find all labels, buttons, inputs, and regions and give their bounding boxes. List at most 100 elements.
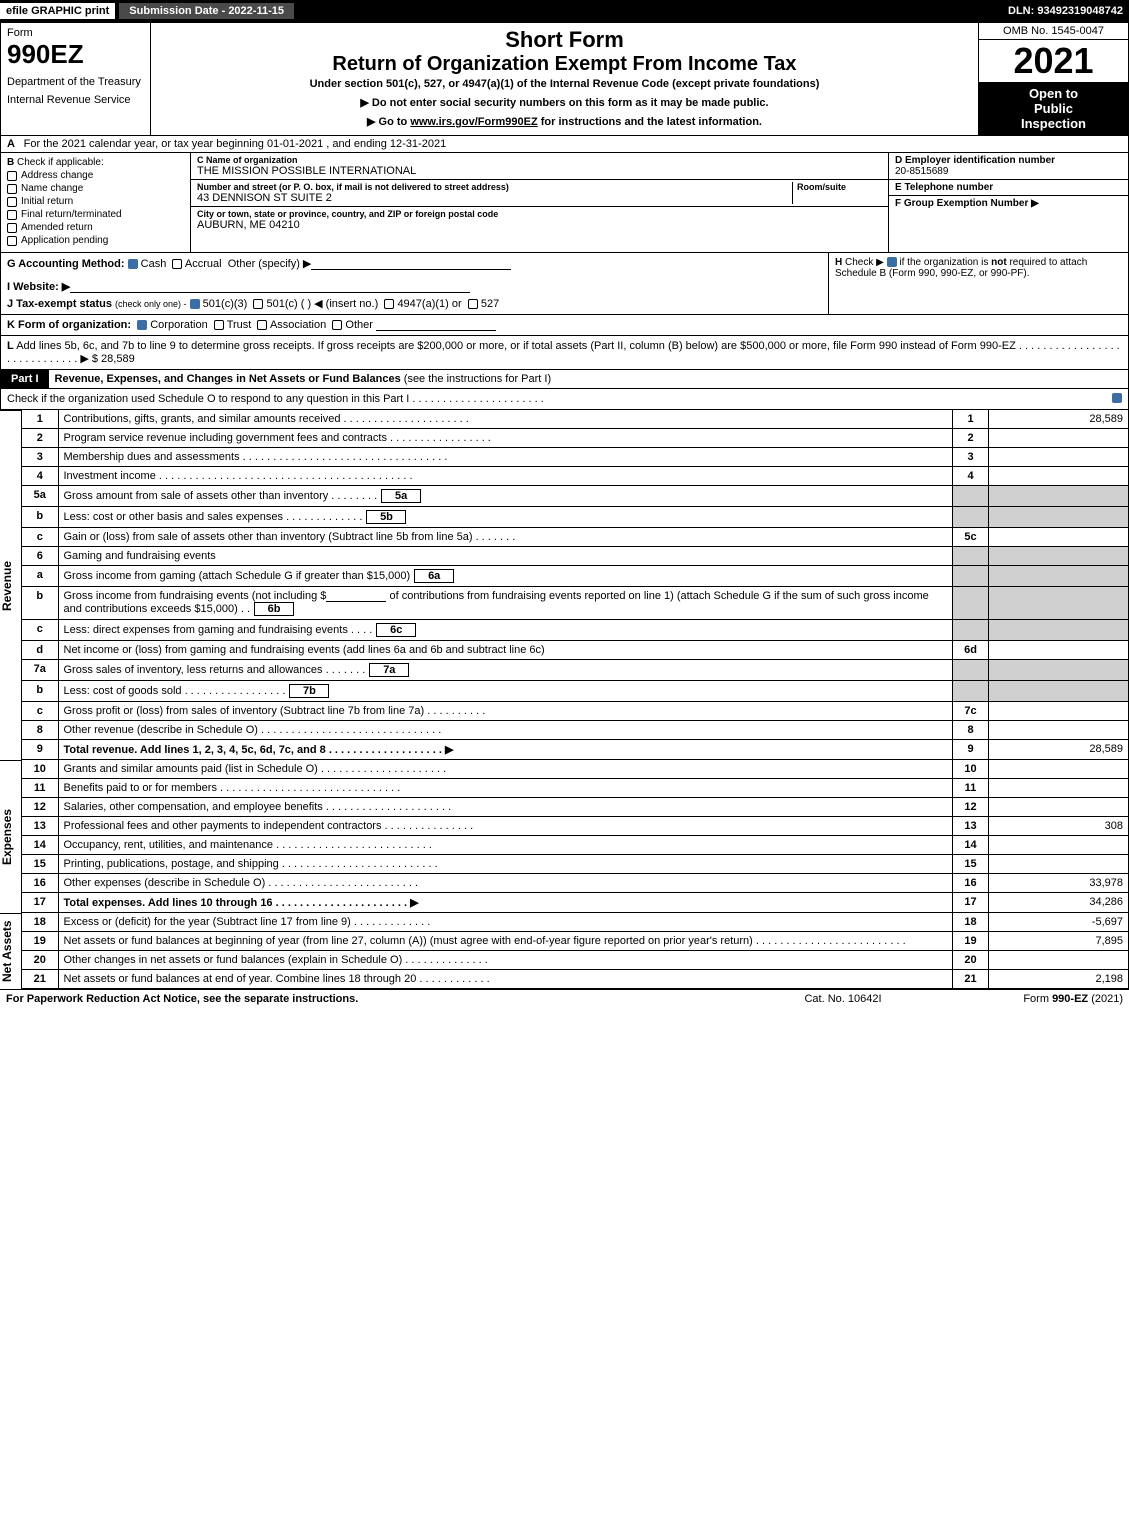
org-name: THE MISSION POSSIBLE INTERNATIONAL <box>197 165 882 177</box>
chk-application-pending[interactable]: Application pending <box>7 235 184 246</box>
chk-final-return[interactable]: Final return/terminated <box>7 209 184 220</box>
j-sub: (check only one) - <box>115 299 187 309</box>
instr-link-row: ▶ Go to www.irs.gov/Form990EZ for instru… <box>159 115 970 128</box>
l-amount: 28,589 <box>101 353 135 365</box>
section-j: J Tax-exempt status (check only one) - 5… <box>7 297 822 310</box>
k-label: K Form of organization: <box>7 319 131 331</box>
c-city-label: City or town, state or province, country… <box>197 209 882 219</box>
h-text1: Check ▶ <box>845 257 884 268</box>
section-a-label: A <box>7 138 15 150</box>
j-o1: 501(c)(3) <box>203 298 248 310</box>
footer: For Paperwork Reduction Act Notice, see … <box>0 989 1129 1008</box>
dept-treasury: Department of the Treasury <box>7 76 144 88</box>
chk-4947-icon <box>384 299 394 309</box>
h-not: not <box>991 257 1007 268</box>
table-row: bGross income from fundraising events (n… <box>22 587 1129 620</box>
table-row: 9Total revenue. Add lines 1, 2, 3, 4, 5c… <box>22 740 1129 760</box>
chk-501c3-icon <box>190 299 200 309</box>
instr-post: for instructions and the latest informat… <box>538 116 762 128</box>
table-row: 19Net assets or fund balances at beginni… <box>22 932 1129 951</box>
g-label: G Accounting Method: <box>7 258 125 270</box>
section-de: D Employer identification number 20-8515… <box>888 153 1128 252</box>
section-g-i-j: G Accounting Method: Cash Accrual Other … <box>1 253 828 314</box>
table-row: 2Program service revenue including gover… <box>22 429 1129 448</box>
block-bcde: B Check if applicable: Address change Na… <box>0 153 1129 253</box>
part-i-header: Part I Revenue, Expenses, and Changes in… <box>0 370 1129 389</box>
expenses-section: Expenses 10Grants and similar amounts pa… <box>0 760 1129 913</box>
table-row: bLess: cost or other basis and sales exp… <box>22 507 1129 528</box>
chk-address-change[interactable]: Address change <box>7 170 184 181</box>
table-row: 18Excess or (deficit) for the year (Subt… <box>22 913 1129 932</box>
header-right: OMB No. 1545-0047 2021 Open to Public In… <box>978 23 1128 135</box>
k-o1: Corporation <box>150 319 207 331</box>
section-l: L Add lines 5b, 6c, and 7b to line 9 to … <box>0 336 1129 370</box>
chk-cash-icon <box>128 259 138 269</box>
revenue-section: Revenue 1Contributions, gifts, grants, a… <box>0 410 1129 760</box>
b-label: B <box>7 157 14 168</box>
table-row: 8Other revenue (describe in Schedule O) … <box>22 721 1129 740</box>
g-cash: Cash <box>141 258 167 270</box>
table-row: 3Membership dues and assessments . . . .… <box>22 448 1129 467</box>
table-row: dNet income or (loss) from gaming and fu… <box>22 641 1129 660</box>
l-label: L <box>7 340 14 352</box>
table-row: 17Total expenses. Add lines 10 through 1… <box>22 893 1129 913</box>
ein-value: 20-8515689 <box>895 166 1122 177</box>
footer-right: Form 990-EZ (2021) <box>943 993 1123 1005</box>
expenses-table: 10Grants and similar amounts paid (list … <box>22 760 1129 913</box>
chk-501c-icon <box>253 299 263 309</box>
netassets-section: Net Assets 18Excess or (deficit) for the… <box>0 913 1129 989</box>
c-name-label: C Name of organization <box>197 155 882 165</box>
g-other: Other (specify) ▶ <box>228 258 312 270</box>
org-city: AUBURN, ME 04210 <box>197 219 882 231</box>
revenue-vert-label: Revenue <box>0 410 22 760</box>
table-row: 16Other expenses (describe in Schedule O… <box>22 874 1129 893</box>
revenue-table: 1Contributions, gifts, grants, and simil… <box>22 410 1129 760</box>
j-o2: 501(c) ( ) ◀ (insert no.) <box>266 298 378 310</box>
table-row: 20Other changes in net assets or fund ba… <box>22 951 1129 970</box>
netassets-table: 18Excess or (deficit) for the year (Subt… <box>22 913 1129 989</box>
short-form-title: Short Form <box>159 27 970 53</box>
table-row: bLess: cost of goods sold . . . . . . . … <box>22 681 1129 702</box>
j-o3: 4947(a)(1) or <box>397 298 461 310</box>
subtitle: Under section 501(c), 527, or 4947(a)(1)… <box>159 78 970 90</box>
section-d: D Employer identification number 20-8515… <box>889 153 1128 180</box>
irs-link[interactable]: www.irs.gov/Form990EZ <box>410 116 537 128</box>
chk-initial-return[interactable]: Initial return <box>7 196 184 207</box>
section-k: K Form of organization: Corporation Trus… <box>0 315 1129 336</box>
table-row: cGross profit or (loss) from sales of in… <box>22 702 1129 721</box>
block-gh: G Accounting Method: Cash Accrual Other … <box>0 253 1129 315</box>
part-i-check: Check if the organization used Schedule … <box>0 389 1129 410</box>
section-g: G Accounting Method: Cash Accrual Other … <box>7 257 822 270</box>
table-row: 11Benefits paid to or for members . . . … <box>22 779 1129 798</box>
open-line2: Public <box>983 101 1124 116</box>
footer-cat: Cat. No. 10642I <box>743 993 943 1005</box>
chk-amended-return[interactable]: Amended return <box>7 222 184 233</box>
table-row: 4Investment income . . . . . . . . . . .… <box>22 467 1129 486</box>
main-title: Return of Organization Exempt From Incom… <box>159 53 970 76</box>
netassets-vert-label: Net Assets <box>0 913 22 989</box>
chk-name-change[interactable]: Name change <box>7 183 184 194</box>
table-row: aGross income from gaming (attach Schedu… <box>22 566 1129 587</box>
top-bar: efile GRAPHIC print Submission Date - 20… <box>0 0 1129 22</box>
j-o4: 527 <box>481 298 499 310</box>
section-b: B Check if applicable: Address change Na… <box>1 153 191 252</box>
efile-print-label[interactable]: efile GRAPHIC print <box>0 3 115 19</box>
submission-date: Submission Date - 2022-11-15 <box>119 3 294 19</box>
table-row: 21Net assets or fund balances at end of … <box>22 970 1129 989</box>
table-row: 1Contributions, gifts, grants, and simil… <box>22 410 1129 429</box>
b-title: Check if applicable: <box>17 157 104 168</box>
chk-corp-icon <box>137 320 147 330</box>
instr-ssn: ▶ Do not enter social security numbers o… <box>159 96 970 109</box>
header-left: Form 990EZ Department of the Treasury In… <box>1 23 151 135</box>
table-row: 12Salaries, other compensation, and empl… <box>22 798 1129 817</box>
section-i: I Website: ▶ <box>7 280 822 293</box>
open-line1: Open to <box>983 86 1124 101</box>
chk-trust-icon <box>214 320 224 330</box>
section-e: E Telephone number <box>889 180 1128 196</box>
k-o4: Other <box>345 319 373 331</box>
j-label: J Tax-exempt status <box>7 298 112 310</box>
org-street: 43 DENNISON ST SUITE 2 <box>197 192 792 204</box>
k-o3: Association <box>270 319 326 331</box>
footer-left: For Paperwork Reduction Act Notice, see … <box>6 993 743 1005</box>
part-i-check-text: Check if the organization used Schedule … <box>7 393 1112 405</box>
